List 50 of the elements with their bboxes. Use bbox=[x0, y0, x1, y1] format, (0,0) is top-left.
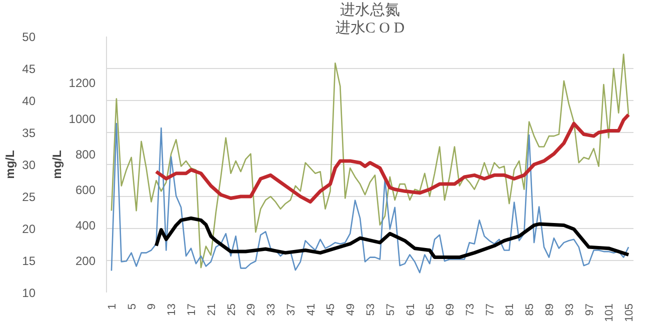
y2-tick-label: 200 bbox=[75, 254, 96, 268]
x-tick-label: 17 bbox=[186, 303, 198, 316]
line-series bbox=[154, 216, 630, 260]
y-tick-label: 45 bbox=[22, 62, 36, 76]
x-tick-label: 57 bbox=[384, 303, 397, 316]
y-tick-label: 35 bbox=[22, 126, 36, 140]
y2-tick-label: 1000 bbox=[68, 112, 96, 126]
x-tick-label: 1 bbox=[106, 303, 118, 310]
y-tick-label: 50 bbox=[22, 30, 36, 44]
y2-tick-label: 1200 bbox=[68, 76, 96, 90]
x-tick-label: 49 bbox=[345, 303, 358, 316]
y-tick-label: 30 bbox=[22, 158, 36, 172]
line-series bbox=[154, 112, 630, 204]
x-tick-label: 13 bbox=[166, 303, 178, 316]
y-tick-label: 15 bbox=[22, 254, 36, 268]
x-tick-label: 21 bbox=[206, 303, 218, 316]
y2-axis-title: mg/L bbox=[50, 150, 64, 179]
x-tick-label: 33 bbox=[266, 303, 278, 316]
y-tick-label: 40 bbox=[22, 94, 36, 108]
x-tick-label: 81 bbox=[504, 303, 516, 316]
x-tick-label: 73 bbox=[464, 303, 476, 316]
y-tick-label: 25 bbox=[22, 190, 36, 204]
x-tick-label: 45 bbox=[325, 303, 338, 316]
x-tick-label: 97 bbox=[584, 303, 596, 316]
y-tick-label: 20 bbox=[22, 222, 36, 236]
chart-title: 进水总氮 bbox=[340, 2, 400, 18]
x-tick-label: 53 bbox=[365, 303, 377, 316]
y2-tick-label: 400 bbox=[75, 218, 96, 232]
x-tick-label: 25 bbox=[226, 303, 238, 316]
chart-subtitle: 进水C O D bbox=[335, 20, 405, 36]
x-tick-label: 105 bbox=[624, 303, 636, 322]
x-tick-label: 61 bbox=[404, 303, 417, 316]
x-tick-label: 65 bbox=[424, 303, 437, 316]
x-tick-label: 69 bbox=[444, 303, 457, 316]
x-tick-label: 41 bbox=[305, 303, 318, 316]
x-tick-label: 29 bbox=[246, 303, 258, 316]
y2-tick-label: 600 bbox=[75, 182, 96, 197]
y2-tick-label: 800 bbox=[75, 147, 96, 162]
line-series bbox=[110, 54, 630, 268]
x-tick-label: 89 bbox=[544, 303, 556, 316]
x-tick-label: 9 bbox=[146, 303, 158, 310]
x-tick-label: 77 bbox=[484, 303, 496, 316]
line-series bbox=[110, 122, 630, 274]
x-tick-label: 93 bbox=[564, 303, 576, 316]
y-tick-label: 10 bbox=[22, 286, 36, 300]
x-tick-label: 85 bbox=[524, 303, 536, 316]
x-tick-label: 37 bbox=[285, 303, 298, 316]
y-axis-title: mg/L bbox=[3, 150, 18, 179]
x-tick-label: 5 bbox=[126, 303, 138, 310]
x-tick-label: 101 bbox=[604, 303, 616, 322]
